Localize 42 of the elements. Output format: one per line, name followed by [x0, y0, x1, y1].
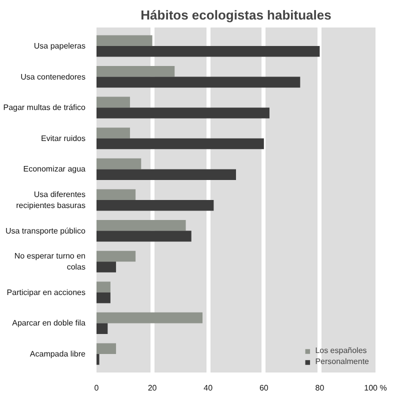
bar: [96, 46, 320, 57]
bar: [96, 282, 110, 292]
bar: [96, 158, 142, 170]
y-tick-label: Acampada libre: [30, 350, 86, 359]
bar: [96, 138, 264, 150]
bar: [96, 96, 130, 108]
y-tick-label: Usa contenedores: [20, 72, 86, 82]
bar: [96, 128, 130, 138]
bar: [96, 343, 116, 354]
bar: [96, 169, 236, 180]
bar: [96, 354, 100, 365]
x-tick-label: 100 %: [364, 384, 387, 392]
bar: [96, 250, 136, 262]
bar: [96, 35, 152, 46]
x-tick-label: 20: [148, 384, 158, 392]
y-tick-label: No esperar turno en colas: [14, 252, 86, 272]
bar: [96, 66, 175, 77]
x-tick-label: 40: [204, 384, 214, 392]
bar: [96, 312, 203, 324]
bar: [96, 76, 300, 88]
x-tick-label: 60: [259, 384, 269, 392]
y-tick-label: Economizar agua: [23, 164, 86, 174]
bar: [96, 220, 186, 231]
bar: [96, 200, 214, 211]
bar: [96, 108, 270, 118]
chart-title: Hábitos ecologistas habituales: [140, 8, 332, 22]
y-tick-label: Usa papeleras: [34, 41, 86, 50]
y-tick-label: Usa diferentes recipientes basuras: [16, 190, 86, 210]
y-tick-label: Participar en acciones: [6, 288, 86, 297]
bar: [96, 262, 116, 272]
bar: [96, 189, 136, 200]
legend-label: Personalmente: [315, 357, 369, 366]
y-tick-label: Aparcar en doble fila: [12, 318, 86, 328]
bar: [96, 292, 110, 304]
y-tick-label: Evitar ruidos: [41, 134, 86, 143]
bar: [96, 323, 108, 334]
legend-label: Los españoles: [315, 346, 367, 355]
y-tick-label: Usa transporte público: [5, 226, 86, 236]
x-tick-label: 80: [315, 384, 325, 392]
y-tick-label: Pagar multas de tráfico: [3, 103, 86, 112]
x-tick-label: 0: [94, 384, 100, 392]
bar: [96, 230, 192, 242]
